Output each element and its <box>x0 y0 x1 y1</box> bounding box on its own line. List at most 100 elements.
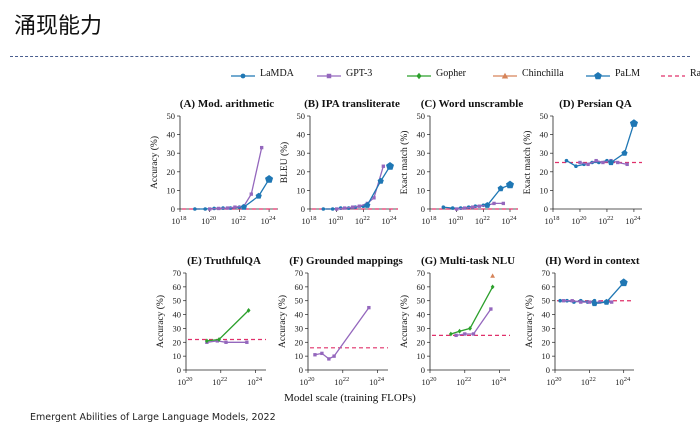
data-point-gpt-3 <box>224 340 228 344</box>
x-tick-exponent: 20 <box>210 215 217 222</box>
y-tick-label: 40 <box>167 130 176 140</box>
data-point-palm <box>619 278 628 287</box>
data-point-lamda <box>558 298 562 303</box>
data-point-gpt-3 <box>357 204 362 208</box>
legend-swatch <box>231 73 255 79</box>
x-tick-label: 1022 <box>212 376 227 387</box>
x-tick-label: 1022 <box>355 215 370 226</box>
data-point-palm <box>240 203 247 210</box>
legend-label: PaLM <box>615 68 640 79</box>
series-line-palm <box>366 165 391 206</box>
data-point-gpt-3 <box>471 332 476 336</box>
x-tick-exponent: 22 <box>363 215 370 222</box>
x-tick-exponent: 22 <box>589 376 596 383</box>
y-axis-label: Accuracy (%) <box>155 295 166 348</box>
series-line-palm <box>243 178 270 208</box>
legend-swatch <box>661 75 685 77</box>
data-point-gpt-3 <box>501 201 506 206</box>
x-tick-exponent: 22 <box>221 376 228 383</box>
y-tick-label: 0 <box>301 204 305 214</box>
x-tick-exponent: 24 <box>500 376 507 383</box>
data-point-gpt-3 <box>470 205 475 209</box>
legend-swatch <box>493 72 517 79</box>
y-tick-label: 10 <box>167 185 176 195</box>
x-tick-exponent: 18 <box>310 215 317 222</box>
data-point-lamda <box>441 205 446 209</box>
data-point-gpt-3 <box>492 201 496 206</box>
data-point-gpt-3 <box>332 354 336 358</box>
y-tick-label: 30 <box>173 323 182 333</box>
legend-swatch <box>586 72 610 80</box>
y-axis-label: Accuracy (%) <box>149 136 160 189</box>
data-point-gpt-3 <box>454 333 458 338</box>
x-tick-exponent: 22 <box>465 376 472 383</box>
data-point-gpt-3 <box>208 207 212 211</box>
data-point-gpt-3 <box>454 207 459 211</box>
data-point-gopher <box>246 308 251 313</box>
y-tick-label: 20 <box>297 167 306 177</box>
y-axis-label: Exact match (%) <box>399 131 410 195</box>
y-tick-label: 10 <box>542 351 551 361</box>
y-tick-label: 60 <box>173 282 182 292</box>
data-point-gpt-3 <box>463 332 467 336</box>
x-tick-label: 1018 <box>172 215 187 226</box>
data-point-gpt-3 <box>579 300 583 304</box>
citation-footer: Emergent Abilities of Large Language Mod… <box>30 412 276 423</box>
x-tick-label: 1020 <box>201 215 216 226</box>
y-tick-label: 20 <box>540 167 549 177</box>
y-tick-label: 0 <box>421 204 425 214</box>
x-tick-label: 1018 <box>302 215 317 226</box>
chart-title: (E) TruthfulQA <box>187 255 261 267</box>
data-point-palm <box>484 202 491 208</box>
data-point-gpt-3 <box>594 158 598 163</box>
data-point-gpt-3 <box>245 340 249 344</box>
y-tick-label: 10 <box>173 351 182 361</box>
y-tick-label: 40 <box>417 310 426 320</box>
data-point-palm <box>621 149 628 156</box>
data-point-palm <box>386 162 394 170</box>
y-axis-label: BLEU (%) <box>279 142 290 183</box>
x-tick-label: 1020 <box>422 376 437 387</box>
x-tick-exponent: 22 <box>239 215 246 222</box>
y-tick-label: 0 <box>421 365 425 375</box>
x-tick-label: 1020 <box>300 376 315 387</box>
y-tick-label: 50 <box>295 296 304 306</box>
legend-swatch <box>407 72 431 80</box>
x-tick-label: 1022 <box>334 376 349 387</box>
x-tick-label: 1024 <box>615 376 631 387</box>
data-point-lamda <box>203 207 208 211</box>
series-line-gopher <box>206 309 250 342</box>
data-point-gpt-3 <box>570 299 574 303</box>
y-tick-label: 50 <box>540 111 549 121</box>
series-line-gpt-3 <box>314 307 370 360</box>
y-tick-label: 10 <box>540 185 549 195</box>
x-tick-label: 1022 <box>598 215 613 226</box>
x-tick-exponent: 24 <box>624 376 631 383</box>
legend-marker <box>501 72 509 79</box>
x-tick-exponent: 20 <box>430 376 437 383</box>
x-tick-label: 1024 <box>502 215 518 226</box>
y-tick-label: 40 <box>540 130 549 140</box>
x-tick-label: 1022 <box>475 215 490 226</box>
data-point-gopher <box>448 331 453 337</box>
data-point-gopher <box>490 284 495 290</box>
data-point-gpt-3 <box>462 206 467 210</box>
data-point-gopher <box>217 337 221 342</box>
data-point-lamda <box>193 207 197 211</box>
data-point-gpt-3 <box>313 353 317 357</box>
x-tick-label: 1018 <box>545 215 560 226</box>
data-point-chinchilla <box>490 273 496 278</box>
data-point-gpt-3 <box>367 305 371 310</box>
data-point-gpt-3 <box>616 160 620 165</box>
y-tick-label: 30 <box>417 148 426 158</box>
y-tick-label: 10 <box>297 185 306 195</box>
y-tick-label: 0 <box>171 204 175 214</box>
x-tick-label: 1020 <box>571 215 586 226</box>
data-point-lamda <box>450 206 455 210</box>
y-tick-label: 10 <box>417 351 426 361</box>
